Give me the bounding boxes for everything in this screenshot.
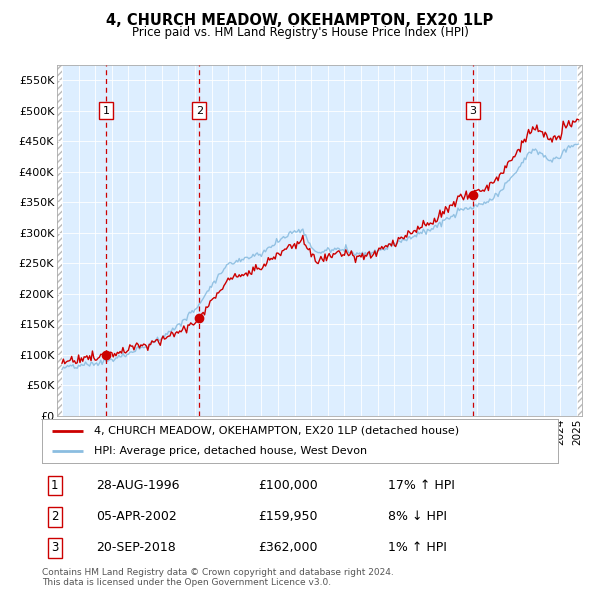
Text: 1: 1	[103, 106, 110, 116]
Text: HPI: Average price, detached house, West Devon: HPI: Average price, detached house, West…	[94, 446, 367, 456]
Text: £362,000: £362,000	[259, 542, 318, 555]
Text: Contains HM Land Registry data © Crown copyright and database right 2024.
This d: Contains HM Land Registry data © Crown c…	[42, 568, 394, 587]
Text: 1% ↑ HPI: 1% ↑ HPI	[388, 542, 446, 555]
Text: 4, CHURCH MEADOW, OKEHAMPTON, EX20 1LP: 4, CHURCH MEADOW, OKEHAMPTON, EX20 1LP	[106, 13, 494, 28]
Text: 3: 3	[469, 106, 476, 116]
Text: 8% ↓ HPI: 8% ↓ HPI	[388, 510, 447, 523]
Bar	[57, 65, 62, 416]
Text: 28-AUG-1996: 28-AUG-1996	[96, 479, 179, 492]
Text: 05-APR-2002: 05-APR-2002	[96, 510, 177, 523]
Text: Price paid vs. HM Land Registry's House Price Index (HPI): Price paid vs. HM Land Registry's House …	[131, 26, 469, 39]
Text: 3: 3	[51, 542, 59, 555]
Bar	[577, 65, 582, 416]
Text: 2: 2	[51, 510, 59, 523]
Text: 2: 2	[196, 106, 203, 116]
Text: £159,950: £159,950	[259, 510, 318, 523]
Text: £100,000: £100,000	[259, 479, 319, 492]
Text: 17% ↑ HPI: 17% ↑ HPI	[388, 479, 455, 492]
Text: 1: 1	[51, 479, 59, 492]
Text: 4, CHURCH MEADOW, OKEHAMPTON, EX20 1LP (detached house): 4, CHURCH MEADOW, OKEHAMPTON, EX20 1LP (…	[94, 426, 459, 436]
Text: 20-SEP-2018: 20-SEP-2018	[96, 542, 176, 555]
